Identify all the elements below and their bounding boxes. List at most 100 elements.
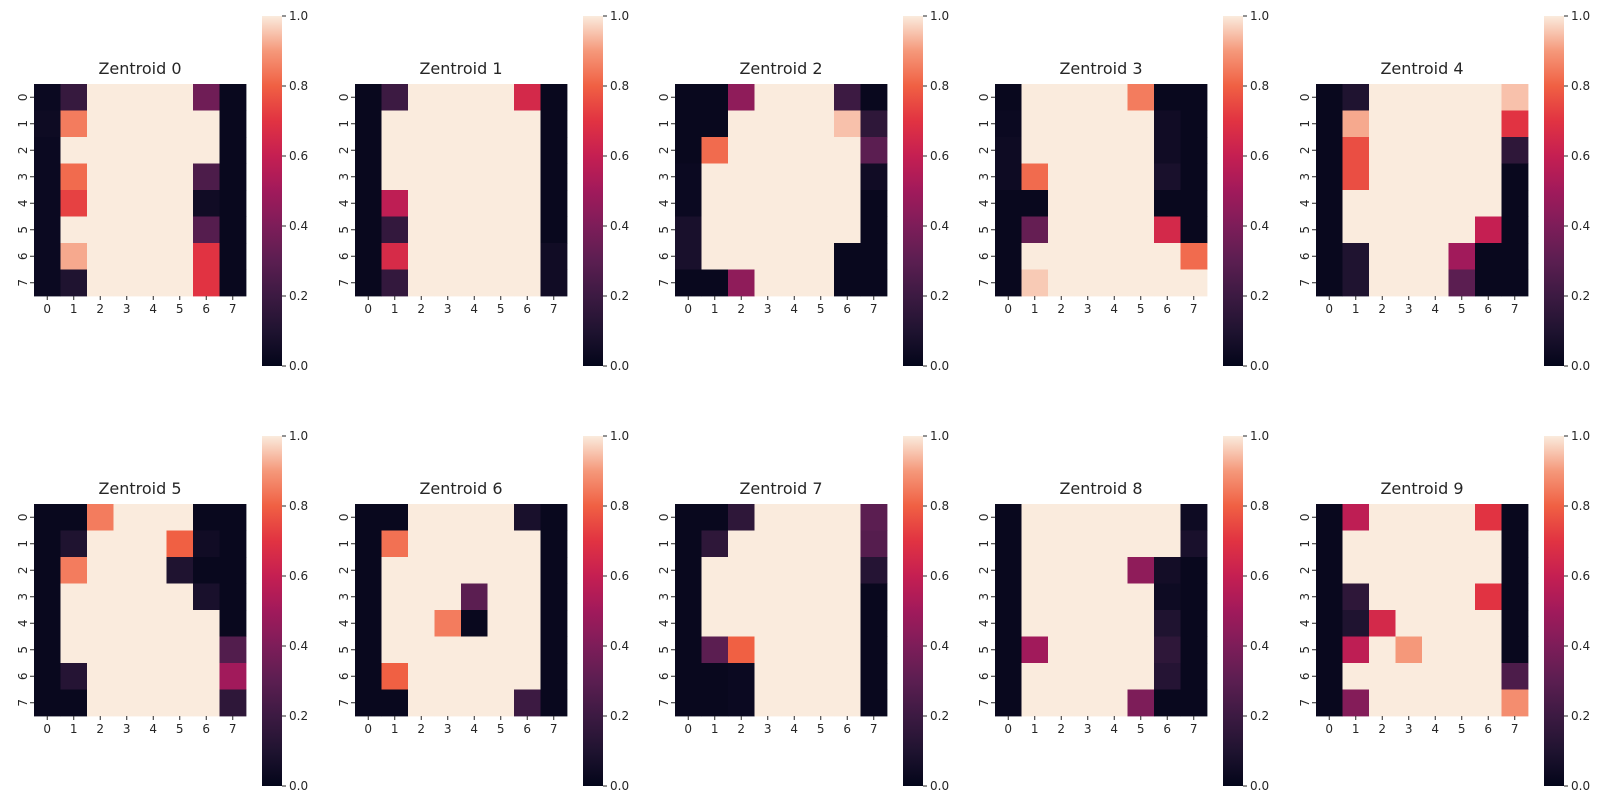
- heatmap-cell: [1316, 636, 1343, 664]
- colorbar-tick-label: 1.0: [1250, 9, 1269, 23]
- heatmap-cell: [434, 163, 462, 191]
- y-tick-label: 2: [657, 146, 671, 154]
- heatmap-cell: [1074, 163, 1102, 191]
- heatmap-cell: [1316, 110, 1343, 138]
- panel-title: Zentroid 0: [98, 59, 181, 78]
- x-tick-label: 4: [790, 302, 798, 316]
- colorbar-tick-label: 0.8: [1571, 499, 1590, 513]
- heatmap-cell: [1342, 636, 1370, 664]
- heatmap-cell: [140, 110, 167, 138]
- heatmap-cell: [87, 110, 114, 138]
- heatmap-cell: [1448, 504, 1476, 531]
- heatmap-cell: [728, 163, 755, 191]
- colorbar-tick-label: 1.0: [1571, 9, 1590, 23]
- x-tick-label: 2: [1057, 722, 1065, 736]
- heatmap-cell: [1074, 636, 1102, 664]
- heatmap-cell: [1127, 557, 1155, 584]
- colorbar: 0.0 0.2 0.4 0.6 0.8 1.0: [903, 429, 949, 793]
- y-tick-label: 2: [337, 146, 351, 154]
- heatmap-cell: [461, 84, 488, 111]
- heatmap-cell: [675, 583, 702, 611]
- heatmap-cell: [60, 663, 88, 690]
- heatmap-cell: [461, 610, 488, 637]
- x-tick-label: 5: [817, 722, 825, 736]
- heatmap-cell: [140, 557, 167, 584]
- heatmap-cell: [754, 163, 782, 191]
- x-tick-label: 1: [1031, 302, 1039, 316]
- heatmap-cell: [113, 583, 141, 611]
- heatmap-cell: [1475, 504, 1502, 531]
- heatmap-cell: [675, 269, 702, 297]
- heatmap-cell: [1101, 269, 1128, 297]
- heatmap-cell: [1316, 610, 1343, 637]
- heatmap-cell: [34, 110, 61, 138]
- heatmap-cell: [381, 163, 409, 191]
- heatmap-cell: [1021, 137, 1049, 164]
- heatmap-cell: [1395, 504, 1423, 531]
- heatmap-cell: [675, 190, 702, 217]
- heatmap-cell: [701, 216, 729, 244]
- heatmap-cell: [60, 504, 88, 531]
- x-tick-label: 1: [70, 722, 78, 736]
- heatmap-cell: [487, 137, 515, 164]
- heatmap-cell: [675, 636, 702, 664]
- heatmap-cell: [514, 110, 541, 138]
- heatmap-cell: [1021, 216, 1049, 244]
- heatmap-cell: [1422, 689, 1449, 717]
- heatmap-cell: [1475, 610, 1502, 637]
- heatmap-cell: [995, 530, 1022, 558]
- heatmap-cell: [166, 216, 194, 244]
- x-tick-label: 0: [1325, 302, 1333, 316]
- heatmap-cell: [1316, 689, 1343, 717]
- x-tick-label: 2: [417, 722, 425, 736]
- colorbar-tick-label: 0.6: [610, 149, 629, 163]
- heatmap-cell: [60, 216, 88, 244]
- heatmap-cell: [514, 504, 541, 531]
- heatmap-cell: [60, 636, 88, 664]
- heatmap-cell: [728, 530, 755, 558]
- y-tick-label: 6: [977, 672, 991, 680]
- heatmap-cell: [540, 269, 568, 297]
- heatmap-cell: [1021, 269, 1049, 297]
- heatmap-panel-4: Zentroid 40 1 2 3 4 5 6 7012345670.00.20.40.60.…: [1298, 9, 1590, 373]
- heatmap-cell: [1101, 504, 1128, 531]
- heatmap-cell: [675, 689, 702, 717]
- heatmap-cell: [219, 663, 247, 690]
- heatmap-cell: [60, 163, 88, 191]
- y-tick-label: 4: [16, 199, 30, 207]
- y-tick-label: 3: [16, 173, 30, 181]
- heatmap-cell: [1475, 137, 1502, 164]
- heatmap-cell: [140, 689, 167, 717]
- heatmap-cell: [461, 504, 488, 531]
- heatmap-cell: [87, 243, 114, 270]
- y-tick-label: 4: [657, 619, 671, 627]
- heatmap-cell: [701, 84, 729, 111]
- heatmap-cell: [1316, 530, 1343, 558]
- heatmap-cell: [754, 689, 782, 717]
- y-tick-label: 4: [1298, 199, 1312, 207]
- heatmap-cell: [807, 583, 835, 611]
- y-tick-label: 0: [16, 513, 30, 521]
- colorbar-tick-label: 0.8: [610, 79, 629, 93]
- heatmap-cell: [408, 137, 435, 164]
- heatmap-cell: [487, 557, 515, 584]
- heatmap-cell: [514, 84, 541, 111]
- heatmap-cell: [1448, 636, 1476, 664]
- y-tick-label: 5: [337, 226, 351, 234]
- heatmap-cell: [1180, 269, 1208, 297]
- heatmap-cell: [781, 269, 808, 297]
- heatmap-cell: [193, 216, 220, 244]
- heatmap-cell: [1074, 530, 1102, 558]
- heatmap-cell: [540, 689, 568, 717]
- heatmap-cell: [408, 530, 435, 558]
- heatmap-cell: [754, 137, 782, 164]
- heatmap-cell: [1448, 663, 1476, 690]
- heatmap-cell: [1342, 610, 1370, 637]
- y-tick-label: 3: [1298, 173, 1312, 181]
- y-tick-label: 0: [337, 513, 351, 521]
- heatmap-cell: [1475, 689, 1502, 717]
- heatmap-cell: [487, 504, 515, 531]
- y-tick-label: 3: [977, 593, 991, 601]
- heatmap-cell: [219, 163, 247, 191]
- heatmap-cell: [1048, 636, 1075, 664]
